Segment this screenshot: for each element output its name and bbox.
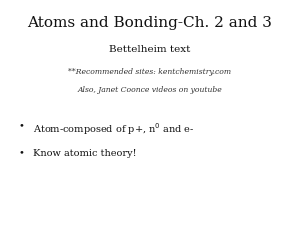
Text: Also, Janet Coonce videos on youtube: Also, Janet Coonce videos on youtube xyxy=(78,86,222,94)
Text: Atom-composed of p+, n$^0$ and e-: Atom-composed of p+, n$^0$ and e- xyxy=(33,122,195,137)
Text: Bettelheim text: Bettelheim text xyxy=(109,45,191,54)
Text: •: • xyxy=(18,148,24,157)
Text: **Recommended sites: kentchemistry.com: **Recommended sites: kentchemistry.com xyxy=(68,68,232,76)
Text: •: • xyxy=(18,122,24,130)
Text: Atoms and Bonding-Ch. 2 and 3: Atoms and Bonding-Ch. 2 and 3 xyxy=(28,16,272,30)
Text: Know atomic theory!: Know atomic theory! xyxy=(33,148,136,157)
